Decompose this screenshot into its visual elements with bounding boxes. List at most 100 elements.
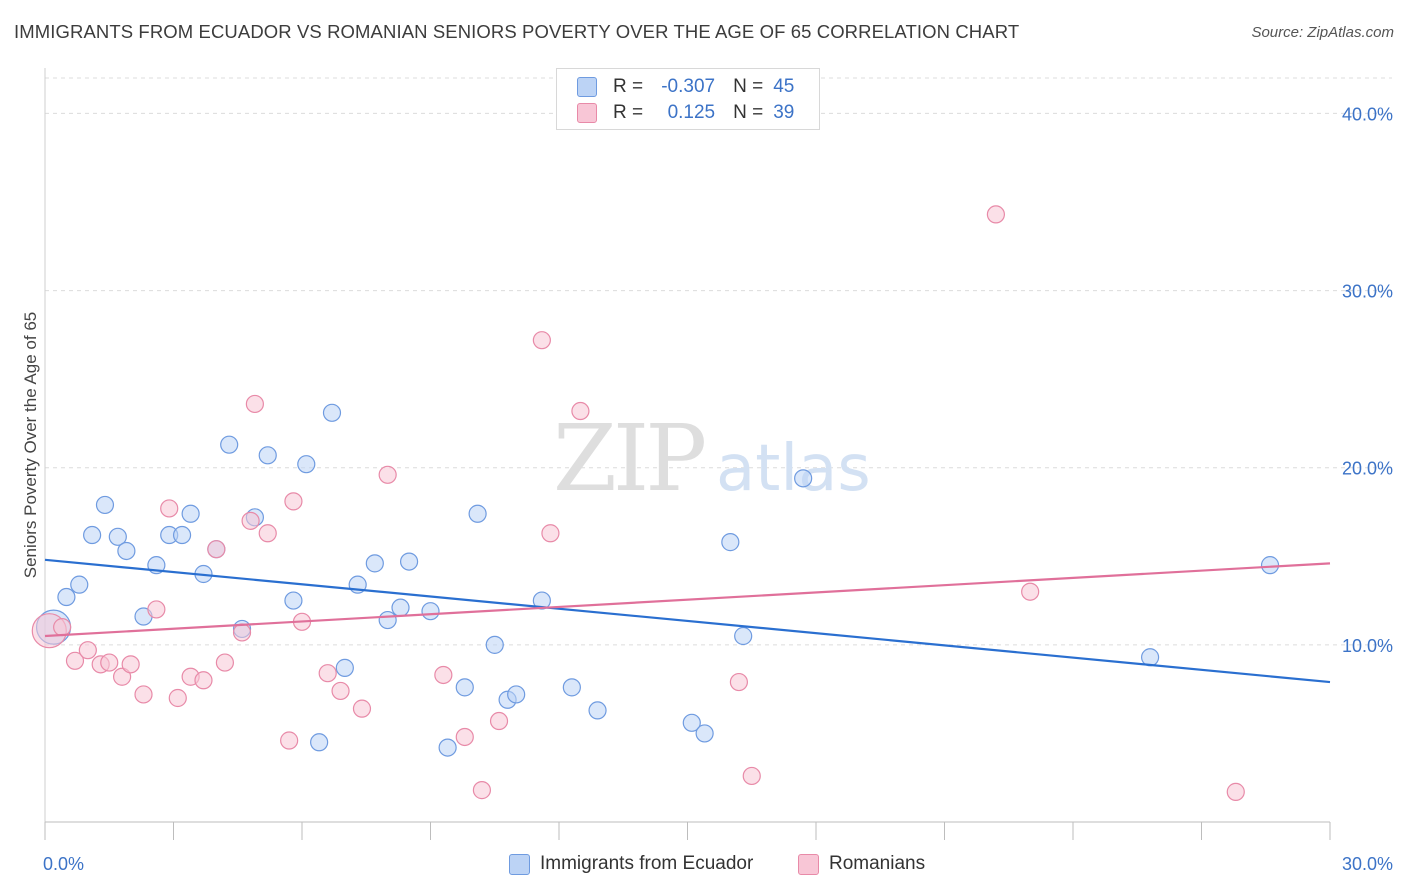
romanian-point [472, 781, 491, 800]
ecuador-trend-line [44, 558, 1331, 684]
ecuador-point [721, 533, 740, 552]
romanian-point [65, 651, 85, 670]
legend-n-label: N = [733, 102, 764, 123]
bottom-legend-swatch-pink [798, 853, 819, 875]
romanian-point [318, 664, 337, 683]
romanian-point [532, 331, 551, 350]
romanian-point [1021, 582, 1040, 601]
romanian-point [258, 524, 277, 543]
romanian-point [245, 394, 264, 414]
ecuador-point [588, 701, 607, 720]
y-tick-label: 10.0% [1342, 636, 1393, 656]
ecuador-point [297, 455, 316, 474]
ecuador-point [284, 591, 303, 610]
romanian-point [112, 667, 132, 686]
legend-n-label: N = [733, 76, 764, 97]
romanian-point [1226, 782, 1245, 801]
watermark-zip: ZIP [553, 405, 704, 512]
legend-n-value: 39 [773, 102, 795, 123]
romanian-point [729, 672, 749, 692]
ecuador-point [455, 678, 474, 697]
ecuador-point [794, 469, 813, 488]
romanian-point [207, 540, 226, 559]
y-axis-label: Seniors Poverty Over the Age of 65 [21, 312, 40, 578]
ecuador-point [507, 685, 526, 704]
legend-swatch-pink [577, 103, 597, 123]
ecuador-point [438, 738, 457, 757]
romanian-point [455, 727, 474, 747]
ecuador-point [95, 495, 115, 515]
source-label: Source: ZipAtlas.com [1251, 24, 1394, 41]
romanian-point [168, 688, 187, 708]
ecuador-point [485, 635, 504, 654]
bottom-legend-swatch-blue [509, 853, 530, 875]
romanian-point [986, 205, 1006, 224]
romanian-trend-line [44, 562, 1331, 638]
x-tick-label: 0.0% [43, 854, 84, 874]
ecuador-point [562, 678, 581, 697]
romanian-point [134, 685, 153, 704]
ecuador-point [335, 658, 354, 677]
romanian-point [280, 731, 299, 750]
ecuador-point [365, 554, 384, 573]
ecuador-point [70, 575, 89, 594]
romanian-point [100, 653, 119, 672]
ecuador-point [532, 591, 551, 610]
romanian-point [742, 766, 761, 786]
ecuador-point [378, 610, 397, 630]
ecuador-point [57, 587, 76, 607]
x-tick-label: 30.0% [1342, 854, 1393, 874]
ecuador-point [682, 713, 701, 732]
romanian-point [434, 665, 453, 685]
bottom-legend-label: Romanians [829, 853, 926, 874]
watermark-atlas: atlas [716, 432, 871, 506]
romanian-point [541, 524, 560, 543]
ecuador-point [220, 435, 239, 454]
ecuador-point [1140, 648, 1160, 667]
ecuador-point [1260, 556, 1280, 575]
romanian-point [78, 641, 97, 660]
ecuador-point [391, 598, 410, 617]
romanian-point [241, 511, 260, 530]
ecuador-point [468, 504, 487, 523]
romanian-point [571, 401, 590, 421]
ecuador-point [181, 504, 200, 523]
y-tick-label: 40.0% [1342, 104, 1393, 124]
romanian-point [489, 711, 509, 731]
legend-n-value: 45 [773, 76, 795, 97]
watermark: ZIP atlas [553, 405, 871, 512]
legend-row-romanians: R = 0.125 N = 39 [577, 100, 794, 126]
trend-lines [44, 558, 1331, 684]
ecuador-point [695, 724, 714, 743]
bottom-legend-ecuador: Immigrants from Ecuador [509, 852, 753, 876]
ecuador-point [399, 552, 419, 571]
ecuador-point [322, 403, 342, 422]
legend-swatch-blue [577, 77, 597, 97]
legend-r-value: 0.125 [667, 102, 716, 123]
ecuador-point [117, 541, 136, 561]
ecuador-point [83, 525, 102, 545]
correlation-legend: R = -0.307 N = 45 R = 0.125 N = 39 [556, 68, 820, 130]
romanian-point [160, 499, 179, 518]
romanian-point [232, 623, 252, 642]
ecuador-point [258, 446, 277, 465]
chart-title: IMMIGRANTS FROM ECUADOR VS ROMANIAN SENI… [14, 21, 1020, 42]
axis-labels: 10.0% 20.0% 30.0% 40.0% 0.0% 30.0% Seniors Pov… [21, 104, 1393, 874]
ecuador-point [108, 527, 127, 546]
romanian-point [378, 465, 397, 484]
ecuador-point [421, 602, 440, 621]
romanian-point [194, 671, 213, 690]
bottom-legend-label: Immigrants from Ecuador [540, 853, 754, 874]
bottom-legend-romanians: Romanians [798, 852, 925, 876]
y-tick-label: 30.0% [1342, 282, 1393, 302]
legend-r-value: -0.307 [661, 76, 716, 97]
legend-row-ecuador: R = -0.307 N = 45 [577, 74, 794, 100]
ecuador-point [310, 733, 329, 752]
y-tick-label: 20.0% [1342, 459, 1393, 479]
romanian-point [147, 600, 166, 619]
romanian-point [53, 618, 72, 637]
romanian-point [284, 492, 303, 511]
romanian-point [331, 681, 350, 701]
grid-lines [45, 77, 1392, 646]
